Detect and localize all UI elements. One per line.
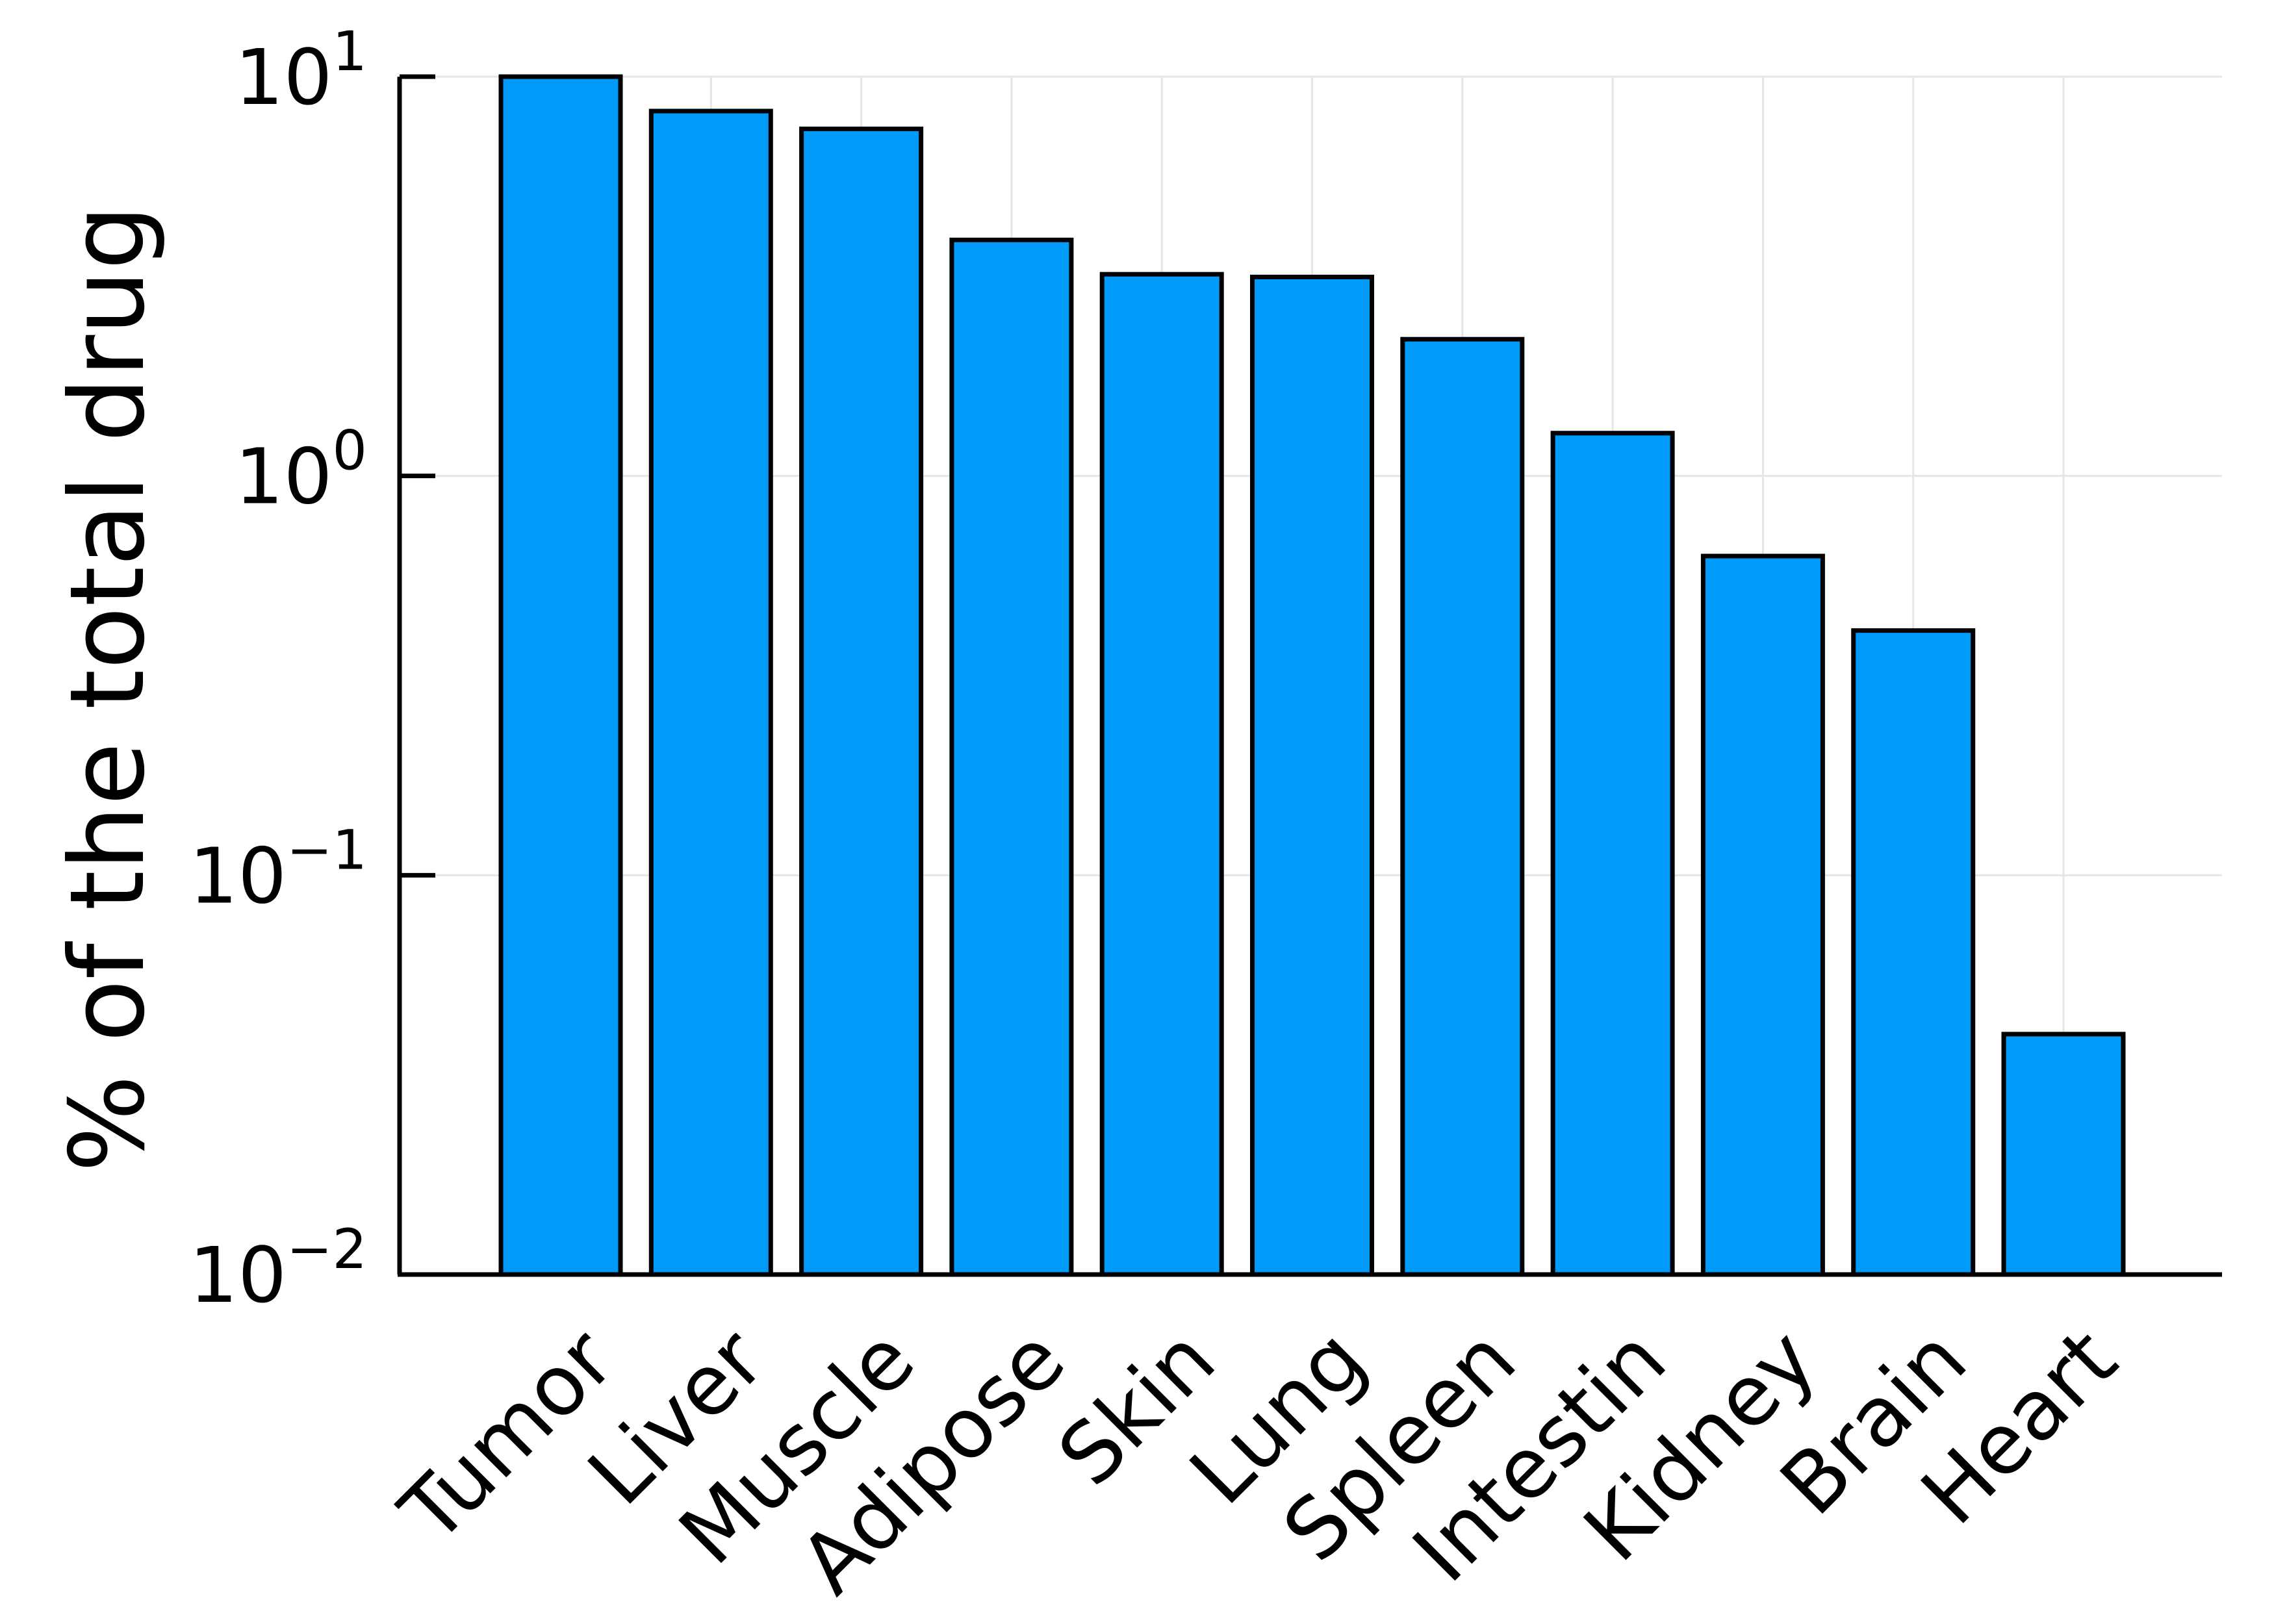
y-tick-label: 101 [235, 19, 367, 122]
bar-skin [1099, 272, 1224, 1277]
bars [498, 74, 2126, 1277]
bar-heart [2001, 1032, 2126, 1277]
y-tick-label: 100 [235, 419, 367, 522]
bar-spleen [1400, 336, 1525, 1277]
y-tick-label: 10−2 [189, 1217, 367, 1320]
bar-muscle [799, 126, 924, 1277]
y-tick-label: 10−1 [189, 818, 367, 920]
bar-intestin [1550, 431, 1675, 1277]
bar-adipose [949, 237, 1074, 1277]
bar-lung [1250, 274, 1374, 1277]
y-ticks: 10−2 10−1 100 101 [189, 19, 435, 1320]
bar-brain [1851, 628, 1976, 1277]
bar-kidney [1700, 553, 1825, 1277]
bar-liver [648, 108, 773, 1277]
axes [397, 77, 2222, 1277]
bar-tumor [498, 74, 623, 1277]
y-axis-title: % of the total drug [48, 205, 168, 1173]
x-category-labels: TumorLiverMuscleAdiposeSkinLungSpleenInt… [382, 1311, 2136, 1612]
